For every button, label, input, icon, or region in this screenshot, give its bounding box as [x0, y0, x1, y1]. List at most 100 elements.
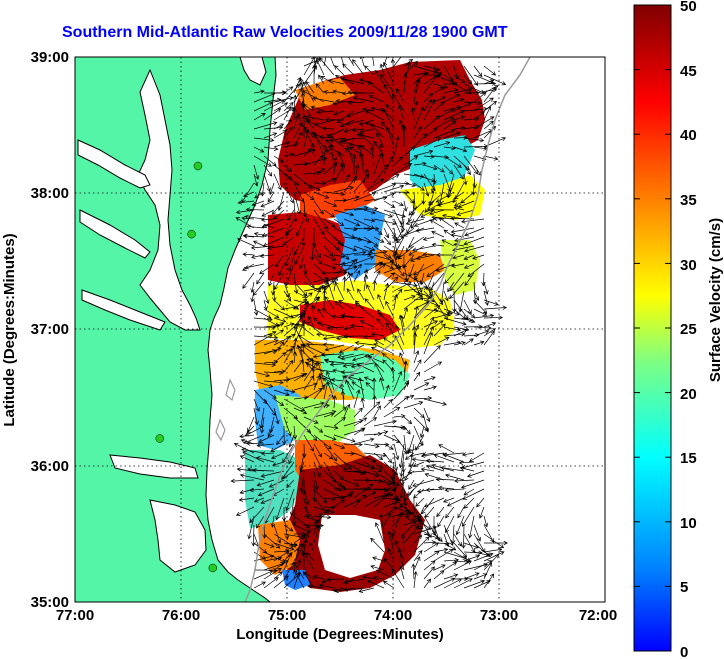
velocity-vector [238, 497, 255, 502]
map-title: Southern Mid-Atlantic Raw Velocities 200… [62, 24, 508, 41]
velocity-vector [343, 451, 355, 456]
velocity-vector [413, 305, 419, 328]
velocity-vector [274, 254, 285, 268]
velocity-vector [412, 245, 435, 252]
river-rappahannock [79, 209, 151, 259]
velocity-vector [353, 252, 372, 257]
velocity-vector [341, 91, 355, 96]
velocity-vector [313, 181, 327, 186]
velocity-vector [293, 561, 305, 580]
velocity-vector [468, 452, 485, 462]
velocity-vector [263, 146, 279, 151]
velocity-vector [256, 272, 265, 285]
velocity-vector [326, 370, 335, 391]
velocity-vector [413, 382, 430, 391]
velocity-vector [250, 290, 255, 303]
velocity-vector [393, 263, 405, 277]
velocity-vector [302, 570, 315, 589]
velocity-vector [310, 304, 316, 319]
velocity-vector [285, 488, 295, 512]
velocity-vector [383, 174, 400, 184]
velocity-vector [269, 182, 275, 195]
velocity-vector [239, 434, 255, 439]
colorbar-tick: 30 [680, 257, 697, 274]
velocity-vector [424, 200, 435, 213]
velocity-vector [473, 97, 494, 112]
velocity-vector [483, 299, 499, 306]
velocity-vector [483, 573, 495, 589]
velocity-vector [261, 227, 285, 237]
velocity-vector [303, 292, 313, 301]
velocity-vector [363, 218, 376, 223]
velocity-vector [343, 218, 361, 227]
velocity-vector [392, 93, 405, 112]
velocity-vector [312, 96, 335, 103]
velocity-vector [463, 488, 475, 496]
velocity-vector [453, 97, 465, 103]
velocity-vector [452, 290, 457, 313]
velocity-vector [373, 442, 390, 447]
velocity-vector [340, 57, 345, 67]
velocity-vector [322, 335, 345, 341]
velocity-vector [301, 479, 307, 496]
velocity-vector [383, 501, 398, 508]
velocity-vector [345, 119, 365, 126]
velocity-vector [272, 290, 277, 302]
velocity-vector [363, 334, 375, 339]
velocity-vector [373, 227, 383, 235]
velocity-vector [415, 497, 425, 507]
velocity-vector [333, 110, 345, 116]
velocity-vector [473, 313, 495, 319]
velocity-vector [298, 254, 305, 270]
velocity-vector [403, 58, 414, 67]
velocity-vector [383, 282, 390, 301]
velocity-vector [365, 382, 375, 391]
velocity-vector [253, 89, 265, 94]
velocity-vector [328, 78, 345, 85]
velocity-vector [393, 57, 402, 67]
velocity-vector [453, 533, 462, 547]
velocity-vector [438, 217, 455, 229]
velocity-vector [303, 209, 309, 224]
velocity-vector [313, 461, 321, 478]
velocity-vector [310, 142, 316, 157]
velocity-vector [352, 96, 375, 103]
velocity-vector [257, 488, 275, 497]
velocity-vector [317, 308, 325, 319]
velocity-vector [271, 452, 285, 460]
velocity-vector [272, 461, 285, 467]
velocity-vector [340, 119, 355, 127]
river-james [81, 289, 166, 331]
velocity-vector [413, 77, 421, 103]
velocity-vector [343, 174, 350, 184]
velocity-vector [283, 543, 298, 553]
velocity-vector [273, 329, 284, 337]
velocity-vector [250, 281, 255, 293]
velocity-vector [440, 465, 465, 472]
velocity-vector [253, 362, 276, 367]
velocity-vector [313, 218, 325, 236]
velocity-vector [305, 115, 325, 121]
velocity-vector [343, 128, 355, 133]
velocity-vector [263, 299, 268, 311]
colorbar-tick: 5 [680, 579, 688, 596]
velocity-vector [356, 132, 375, 139]
velocity-vector [253, 567, 278, 573]
velocity-vector [303, 263, 308, 275]
velocity-vector [423, 398, 447, 406]
velocity-vector [382, 353, 395, 364]
velocity-vector [453, 578, 473, 589]
velocity-vector [449, 281, 465, 300]
velocity-vector [403, 401, 424, 409]
velocity-vector [430, 182, 436, 194]
y-tick-label: 37:00 [31, 321, 69, 338]
velocity-vector [353, 173, 370, 193]
velocity-vector [400, 533, 406, 553]
velocity-vector [341, 137, 365, 142]
velocity-vector [235, 209, 255, 215]
velocity-vector [330, 57, 335, 67]
velocity-vector [393, 443, 400, 461]
velocity-vector [363, 268, 369, 283]
velocity-vector [458, 460, 475, 465]
velocity-vector [463, 542, 479, 549]
